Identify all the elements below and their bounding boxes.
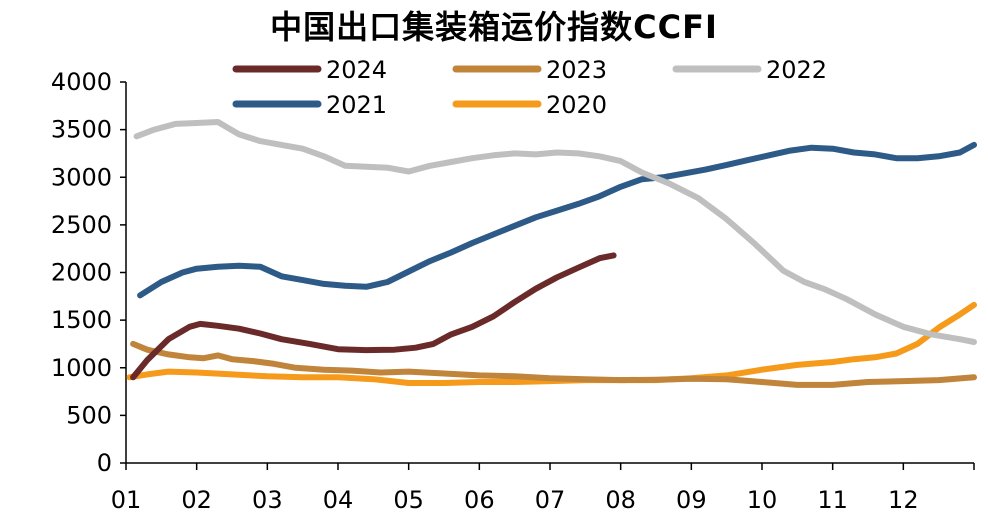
y-tick-label: 4000	[51, 68, 112, 96]
y-tick-label: 0	[97, 449, 112, 477]
y-tick-label: 2000	[51, 259, 112, 287]
x-tick-label: 04	[323, 486, 354, 514]
x-tick-label: 01	[111, 486, 142, 514]
x-tick-label: 12	[888, 486, 919, 514]
series-layer	[126, 119, 977, 388]
y-tick-label: 3500	[51, 116, 112, 144]
legend-label-2023: 2023	[546, 56, 607, 84]
y-tick-label: 1000	[51, 354, 112, 382]
x-tick-label: 03	[252, 486, 283, 514]
legend-label-2024: 2024	[326, 56, 387, 84]
chart-title: 中国出口集装箱运价指数CCFI	[270, 8, 718, 46]
series-line-2020	[126, 301, 977, 386]
x-tick-label: 06	[464, 486, 495, 514]
x-tick-label: 08	[605, 486, 636, 514]
y-tick-label: 500	[66, 401, 112, 429]
x-tick-label: 02	[181, 486, 212, 514]
x-tick-label: 11	[817, 486, 848, 514]
x-tick-label: 07	[535, 486, 566, 514]
series-line-2024	[130, 252, 617, 381]
y-tick-label: 3000	[51, 163, 112, 191]
series-line-2022	[133, 119, 977, 345]
legend-label-2022: 2022	[766, 56, 827, 84]
series-line-2023	[130, 340, 977, 388]
axes: 0 500 1000 1500 2000 2500 3000 3500 4000 01 02 03 04…	[51, 68, 975, 514]
x-tick-label: 05	[393, 486, 424, 514]
y-tick-label: 1500	[51, 306, 112, 334]
x-tick-label: 09	[676, 486, 707, 514]
legend: 2024 2023 2022 2021 2020	[232, 56, 827, 119]
series-line-2021	[137, 141, 977, 299]
x-tick-label: 10	[747, 486, 778, 514]
legend-label-2020: 2020	[546, 91, 607, 119]
y-tick-label: 2500	[51, 211, 112, 239]
legend-label-2021: 2021	[326, 91, 387, 119]
